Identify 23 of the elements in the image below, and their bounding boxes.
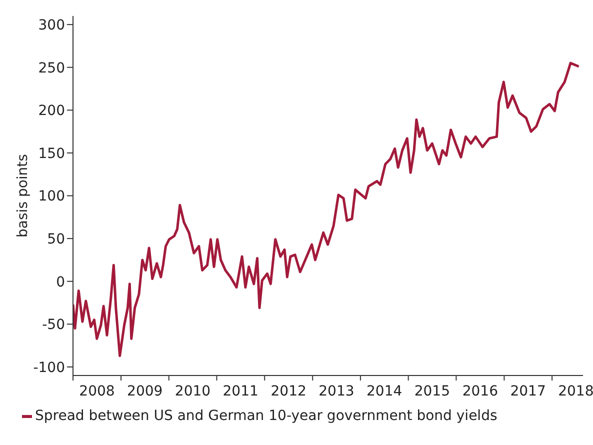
x-tick-label: 2011	[222, 384, 258, 400]
x-tick-label: 2010	[174, 384, 211, 400]
y-tick-label: 150	[38, 146, 65, 162]
x-tick-label: 2013	[318, 384, 354, 400]
y-axis-title: basis points	[14, 154, 31, 238]
y-tick-label: 0	[56, 274, 65, 290]
y-tick-label: 100	[38, 188, 65, 205]
x-tick-label: 2017	[510, 384, 546, 400]
y-tick-label: 300	[38, 18, 65, 34]
x-tick-label: 2014	[366, 384, 402, 400]
y-tick-label: -50	[42, 317, 65, 334]
legend-label: Spread between US and German 10-year government bond yields	[34, 408, 498, 424]
y-tick-label: 50	[47, 232, 65, 248]
line-series	[73, 62, 580, 358]
y-tick-label: -100	[33, 360, 65, 376]
x-tick-label: 2016	[462, 384, 498, 400]
x-tick-label: 2012	[270, 384, 306, 400]
x-tick-label: 2008	[79, 384, 115, 400]
y-tick-label: 200	[38, 103, 65, 120]
x-tick-label: 2018	[558, 384, 593, 400]
y-tick-label: 250	[38, 60, 65, 76]
x-tick-label: 2015	[414, 384, 450, 400]
x-tick-label: 2009	[127, 384, 163, 400]
